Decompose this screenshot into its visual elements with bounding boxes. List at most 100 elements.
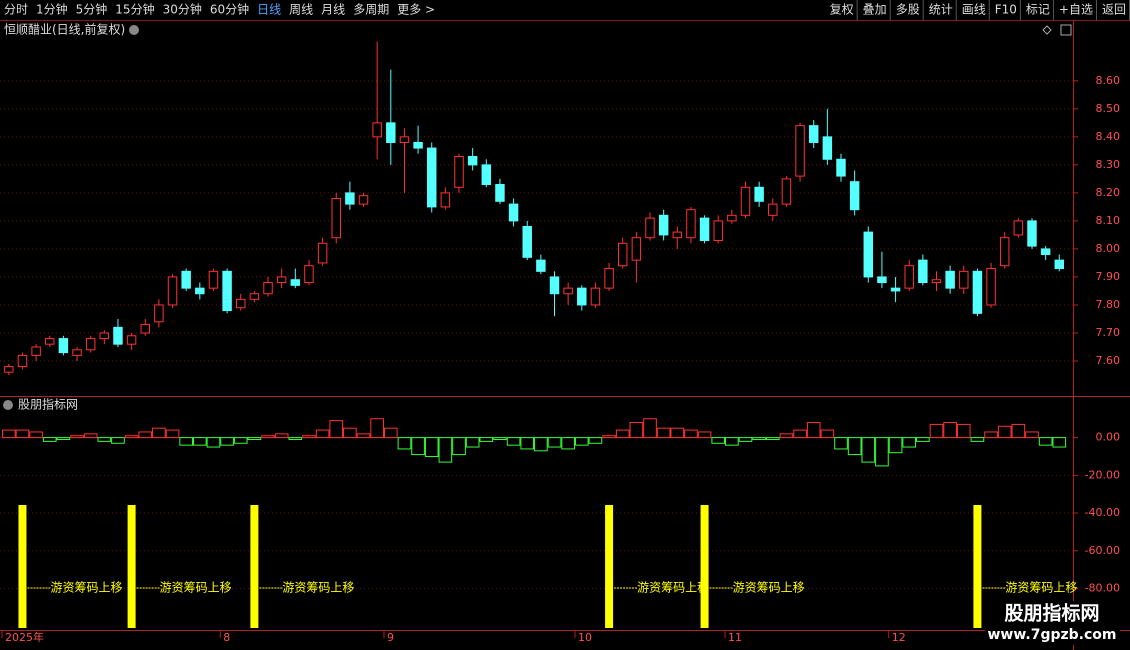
toolbar-button[interactable]: 月线: [321, 3, 345, 17]
candle-body: [890, 287, 901, 292]
candle-body: [959, 270, 969, 289]
indicator-bar: [465, 437, 480, 448]
candle-body: [713, 220, 723, 242]
candle-body: [931, 279, 942, 284]
panel-icon[interactable]: [1060, 24, 1072, 36]
y-tick-label: -40.00: [1085, 506, 1120, 519]
indicator-bar: [534, 437, 548, 452]
candle-body: [31, 346, 41, 356]
indicator-bar: [179, 437, 193, 446]
toolbar-button[interactable]: 复权: [830, 3, 854, 17]
x-tick-label: 12: [892, 631, 906, 644]
candle-body: [508, 203, 519, 222]
indicator-bar: [479, 437, 494, 442]
signal-bar: [127, 505, 136, 628]
y-tick-label: 7.70: [1096, 326, 1121, 339]
indicator-bar: [1052, 437, 1067, 448]
chart-title: 恒顺醋业(日线,前复权): [4, 22, 125, 37]
candle-body: [863, 231, 874, 278]
candle-body: [1040, 248, 1051, 256]
toolbar-button[interactable]: 1分钟: [36, 2, 68, 17]
indicator-bar: [765, 437, 780, 440]
candle-body: [399, 136, 410, 143]
candle-body: [877, 276, 887, 284]
toolbar-button[interactable]: 60分钟: [210, 2, 249, 17]
indicator-bar: [1038, 437, 1053, 446]
toolbar-button[interactable]: 30分钟: [163, 2, 202, 17]
indicator-bar: [111, 437, 125, 444]
candle-body: [617, 242, 628, 267]
indicator-bar: [875, 437, 889, 467]
indicator-bar: [274, 433, 289, 439]
candle-body: [140, 324, 150, 334]
y-tick-label: -20.00: [1085, 468, 1120, 481]
toolbar-button[interactable]: +自选: [1059, 3, 1093, 17]
title-menu-icon[interactable]: [129, 25, 139, 35]
indicator-menu-icon[interactable]: [3, 400, 13, 410]
candle-body: [72, 349, 82, 356]
toolbar-button[interactable]: 更多 >: [397, 3, 435, 17]
indicator-bar: [83, 433, 98, 439]
indicator-bar: [424, 437, 439, 457]
candle-body: [918, 259, 928, 284]
candle-body: [85, 338, 96, 351]
y-tick-label: 8.40: [1096, 130, 1121, 143]
indicator-bar: [588, 437, 603, 444]
x-tick-label: 11: [728, 631, 742, 644]
indicator-bar: [916, 437, 930, 442]
signal-label: 游资筹码上移: [50, 581, 122, 595]
diamond-icon[interactable]: [1042, 25, 1052, 35]
indicator-bar: [452, 437, 466, 456]
indicator-bar: [643, 418, 657, 439]
candle-body: [904, 265, 914, 289]
y-tick-label: 8.20: [1096, 186, 1121, 199]
toolbar-button[interactable]: 画线: [962, 3, 986, 17]
candle-body: [181, 270, 191, 289]
candle-body: [536, 259, 546, 272]
toolbar-button[interactable]: F10: [995, 3, 1017, 17]
x-tick-label: 9: [387, 631, 394, 644]
indicator-bar: [1025, 431, 1039, 439]
candle-body: [563, 287, 573, 295]
indicator-bar: [138, 431, 153, 439]
candle-body: [454, 155, 464, 188]
indicator-bar: [261, 435, 275, 439]
indicator-bar: [820, 429, 835, 439]
candle-body: [154, 304, 164, 323]
toolbar-button[interactable]: 15分钟: [115, 2, 154, 17]
indicator-bar: [220, 437, 234, 446]
toolbar-button[interactable]: 标记: [1026, 3, 1050, 17]
signal-bar: [18, 505, 27, 628]
candle-body: [440, 192, 451, 208]
candle-body: [304, 265, 314, 284]
candle-body: [822, 136, 833, 160]
x-tick-label: 2025年: [5, 630, 44, 644]
indicator-bar: [165, 429, 180, 439]
candle-body: [495, 183, 505, 202]
indicator-bar: [383, 427, 398, 439]
toolbar-button[interactable]: 5分钟: [76, 2, 108, 17]
toolbar-button[interactable]: 叠加: [863, 3, 887, 17]
indicator-bar: [793, 429, 807, 439]
candle-body: [195, 287, 205, 295]
toolbar-button[interactable]: 多股: [896, 3, 920, 17]
toolbar-button[interactable]: 返回: [1102, 3, 1126, 17]
indicator-bar: [70, 435, 84, 439]
toolbar-button[interactable]: 日线: [257, 3, 281, 17]
toolbar-button[interactable]: 分时: [4, 3, 28, 17]
indicator-bar: [42, 437, 57, 442]
toolbar-button[interactable]: 多周期: [353, 3, 389, 17]
candle-body: [413, 141, 423, 149]
toolbar-button[interactable]: 周线: [289, 3, 313, 17]
indicator-bar: [29, 431, 43, 439]
indicator-bar: [779, 433, 794, 439]
indicator-bar: [956, 423, 971, 439]
candle-body: [549, 276, 560, 295]
candle-body: [836, 158, 846, 177]
toolbar-button[interactable]: 统计: [929, 3, 953, 17]
candle-body: [263, 282, 273, 295]
candle-body: [331, 197, 341, 239]
indicator-bar: [684, 429, 698, 439]
candle-body: [427, 147, 437, 208]
